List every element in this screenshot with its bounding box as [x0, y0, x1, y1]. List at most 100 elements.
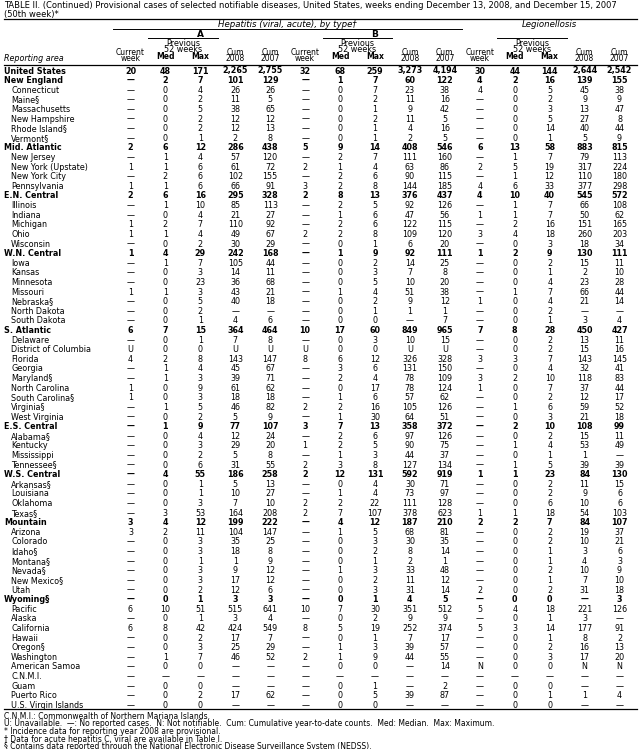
Text: 21: 21 — [265, 288, 275, 297]
Text: 0: 0 — [163, 691, 168, 700]
Text: 122: 122 — [437, 76, 453, 85]
Text: 4: 4 — [478, 85, 482, 94]
Text: 0: 0 — [512, 643, 517, 652]
Text: 66: 66 — [579, 288, 590, 297]
Text: 1: 1 — [547, 634, 552, 643]
Text: Cum: Cum — [226, 48, 244, 57]
Text: 5: 5 — [198, 105, 203, 114]
Text: 118: 118 — [577, 374, 592, 383]
Text: —: — — [615, 701, 624, 710]
Text: 199: 199 — [227, 518, 244, 527]
Text: —: — — [476, 115, 484, 124]
Text: 131: 131 — [367, 470, 383, 479]
Text: 1: 1 — [198, 134, 203, 143]
Text: Minnesota: Minnesota — [11, 278, 53, 287]
Text: —: — — [301, 586, 309, 595]
Text: 2: 2 — [512, 220, 517, 229]
Text: —: — — [301, 105, 309, 114]
Text: South Dakota: South Dakota — [11, 316, 65, 325]
Text: —: — — [301, 566, 309, 575]
Text: 12: 12 — [335, 470, 345, 479]
Text: 186: 186 — [227, 470, 244, 479]
Text: 10: 10 — [509, 192, 520, 201]
Text: 2: 2 — [128, 192, 133, 201]
Text: —: — — [126, 85, 135, 94]
Text: 18: 18 — [230, 547, 240, 556]
Text: 437: 437 — [437, 192, 453, 201]
Text: 0: 0 — [512, 307, 517, 316]
Text: 44: 44 — [615, 383, 624, 392]
Text: Cum: Cum — [401, 48, 419, 57]
Text: 91: 91 — [615, 624, 624, 633]
Text: Pacific: Pacific — [11, 604, 37, 613]
Text: 27: 27 — [579, 115, 590, 124]
Text: 0: 0 — [372, 345, 378, 354]
Text: 23: 23 — [196, 278, 205, 287]
Text: 7: 7 — [338, 509, 343, 518]
Text: 0: 0 — [163, 134, 168, 143]
Text: 0: 0 — [512, 336, 517, 345]
Text: 298: 298 — [612, 182, 627, 191]
Text: 9: 9 — [268, 557, 273, 565]
Text: 0: 0 — [163, 451, 168, 460]
Text: 3: 3 — [128, 528, 133, 537]
Text: 11: 11 — [615, 431, 624, 440]
Text: 37: 37 — [579, 383, 590, 392]
Text: Florida: Florida — [11, 355, 38, 364]
Text: 120: 120 — [437, 230, 453, 239]
Text: California: California — [11, 624, 49, 633]
Text: 258: 258 — [262, 470, 279, 479]
Text: 105: 105 — [403, 403, 417, 412]
Text: U: U — [267, 345, 273, 354]
Text: 10: 10 — [299, 326, 311, 335]
Text: 99: 99 — [614, 422, 625, 431]
Text: 2: 2 — [198, 95, 203, 104]
Text: 11: 11 — [265, 268, 275, 277]
Text: 1: 1 — [372, 124, 378, 133]
Text: 4: 4 — [408, 124, 412, 133]
Text: 9: 9 — [582, 95, 587, 104]
Text: 0: 0 — [512, 278, 517, 287]
Text: 130: 130 — [612, 470, 628, 479]
Text: TABLE II. (Continued) Provisional cases of selected notifiable diseases, United : TABLE II. (Continued) Provisional cases … — [4, 1, 617, 10]
Text: 0: 0 — [512, 701, 517, 710]
Text: 2: 2 — [372, 547, 378, 556]
Text: 286: 286 — [227, 143, 244, 152]
Text: 2,265: 2,265 — [222, 67, 248, 76]
Text: 5: 5 — [372, 528, 378, 537]
Text: District of Columbia: District of Columbia — [11, 345, 91, 354]
Text: 6: 6 — [372, 431, 378, 440]
Text: 107: 107 — [367, 509, 383, 518]
Text: 2: 2 — [547, 336, 553, 345]
Text: 1: 1 — [372, 595, 378, 604]
Text: —: — — [301, 595, 309, 604]
Text: 4: 4 — [372, 480, 378, 489]
Text: 9: 9 — [617, 134, 622, 143]
Text: 43: 43 — [230, 288, 240, 297]
Text: 2: 2 — [163, 172, 168, 181]
Text: —: — — [615, 451, 624, 460]
Text: 3: 3 — [582, 614, 587, 623]
Text: —: — — [301, 576, 309, 585]
Text: 3: 3 — [198, 441, 203, 450]
Text: 1: 1 — [338, 451, 342, 460]
Text: 6: 6 — [198, 172, 203, 181]
Text: 14: 14 — [545, 124, 554, 133]
Text: 6: 6 — [128, 326, 133, 335]
Text: 38: 38 — [230, 105, 240, 114]
Text: 3: 3 — [198, 538, 203, 547]
Text: 20: 20 — [615, 653, 624, 662]
Text: 2: 2 — [198, 240, 203, 249]
Text: 5: 5 — [303, 143, 308, 152]
Text: 1: 1 — [128, 182, 133, 191]
Text: —: — — [476, 489, 484, 498]
Text: —: — — [301, 393, 309, 402]
Text: 7: 7 — [198, 653, 203, 662]
Text: Idaho§: Idaho§ — [11, 547, 37, 556]
Text: —: — — [301, 297, 309, 306]
Text: 1: 1 — [338, 643, 342, 652]
Text: 17: 17 — [440, 634, 450, 643]
Text: 48: 48 — [160, 67, 171, 76]
Text: —: — — [126, 451, 135, 460]
Text: 3: 3 — [547, 105, 552, 114]
